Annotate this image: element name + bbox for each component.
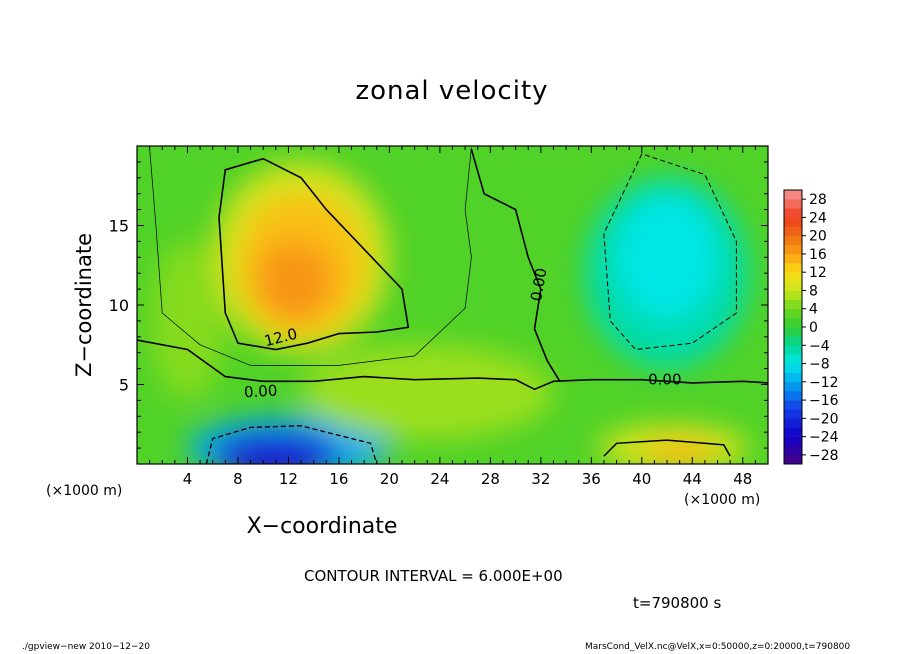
- x-tick-label: 40: [632, 470, 651, 488]
- colorbar-tick-label: −16: [809, 393, 839, 409]
- x-tick-label: 4: [183, 470, 193, 488]
- colorbar-tick-label: 20: [809, 229, 827, 245]
- colorbar: 28 24 20 16 12 8 4 0 −4 −8 −12 −16 −20 −24 −28: [783, 189, 839, 465]
- field-blobs: [149, 161, 750, 464]
- y-tick-label: 10: [109, 296, 129, 315]
- colorbar-tick-label: 16: [809, 247, 827, 263]
- colorbar-band: [784, 390, 802, 401]
- contour-12: [218, 157, 410, 351]
- time-stamp: t=790800 s: [633, 594, 722, 612]
- colorbar-tick-label: −4: [809, 338, 830, 354]
- contour-neg-6: [205, 425, 378, 464]
- x-tick-label: 32: [531, 470, 550, 488]
- y-axis-label: Z−coordinate: [72, 233, 96, 377]
- colorbar-band: [784, 226, 802, 236]
- colorbar-band: [784, 281, 802, 291]
- contour-lines: 12.00.000.000.00: [137, 147, 768, 464]
- colorbar-band: [784, 427, 802, 437]
- contour-label: 0.00: [527, 266, 551, 302]
- colorbar-band: [784, 445, 802, 456]
- contour-0-upper: [470, 148, 561, 382]
- contour-interval-note: CONTOUR INTERVAL = 6.000E+00: [304, 567, 563, 585]
- colorbar-band: [784, 436, 802, 447]
- field-blob: [149, 241, 226, 401]
- colorbar-band: [784, 354, 802, 364]
- colorbar-band: [784, 363, 802, 373]
- colorbar-band: [784, 400, 802, 410]
- colorbar-band: [784, 199, 802, 209]
- field-blob: [641, 438, 718, 464]
- contour-label: 0.00: [244, 381, 278, 401]
- colorbar-tick-label: −12: [809, 375, 839, 391]
- colorbar-tick-label: 0: [809, 320, 818, 336]
- y-tick-label: 15: [109, 217, 129, 236]
- footer-file-info: MarsCond_VelX.nc@VelX,x=0:50000,z=0:2000…: [585, 642, 851, 652]
- chart-title: zonal velocity: [355, 76, 549, 106]
- colorbar-band: [784, 190, 802, 200]
- x-tick-label: 24: [430, 470, 449, 488]
- x-tick-label: 44: [683, 470, 702, 488]
- colorbar-tick-label: 8: [809, 283, 818, 299]
- colorbar-band: [784, 208, 802, 218]
- colorbar-band: [784, 308, 802, 319]
- colorbar-tick-label: 12: [809, 265, 827, 281]
- colorbar-band: [784, 299, 802, 310]
- colorbar-band: [784, 263, 802, 273]
- x-tick-label: 36: [582, 470, 601, 488]
- x-tick-label: 16: [329, 470, 348, 488]
- colorbar-band: [784, 454, 802, 465]
- contour-6: [149, 147, 472, 366]
- x-tick-label: 20: [380, 470, 399, 488]
- colorbar-band: [784, 235, 802, 246]
- field-blob: [301, 344, 554, 441]
- colorbar-band: [784, 409, 802, 419]
- field-blob: [212, 432, 339, 464]
- colorbar-band: [784, 418, 802, 428]
- colorbar-band: [784, 317, 802, 328]
- colorbar-tick-label: −24: [809, 430, 839, 446]
- field-blob: [616, 193, 718, 321]
- contour-0-lower: [137, 339, 768, 391]
- colorbar-band: [784, 244, 802, 255]
- footer-program-info: ./gpview−new 2010−12−20: [22, 642, 150, 652]
- x-unit-label-left: (×1000 m): [46, 483, 123, 499]
- colorbar-band: [784, 272, 802, 282]
- colorbar-band: [784, 372, 802, 383]
- colorbar-band: [784, 327, 802, 337]
- x-unit-label-right: (×1000 m): [684, 492, 761, 508]
- colorbar-band: [784, 336, 802, 346]
- colorbar-tick-label: −8: [809, 357, 830, 373]
- y-tick-label: 5: [119, 376, 129, 395]
- colorbar-tick-label: 28: [809, 192, 827, 208]
- colorbar-band: [784, 253, 802, 264]
- field-blob: [256, 241, 333, 321]
- x-axis-label: X−coordinate: [246, 514, 398, 539]
- colorbar-band: [784, 290, 802, 300]
- colorbar-tick-label: 24: [809, 210, 827, 226]
- x-tick-label: 28: [481, 470, 500, 488]
- colorbar-band: [784, 345, 802, 355]
- colorbar-tick-label: −28: [809, 448, 839, 464]
- contour-12-lower: [603, 439, 731, 457]
- colorbar-band: [784, 381, 802, 392]
- velocity-field: [137, 146, 768, 464]
- colorbar-tick-label: −20: [809, 411, 839, 427]
- x-tick-label: 12: [279, 470, 298, 488]
- colorbar-tick-label: 4: [809, 302, 818, 318]
- x-tick-label: 48: [733, 470, 752, 488]
- contour-label: 0.00: [648, 371, 681, 389]
- x-tick-label: 8: [233, 470, 243, 488]
- colorbar-band: [784, 217, 802, 227]
